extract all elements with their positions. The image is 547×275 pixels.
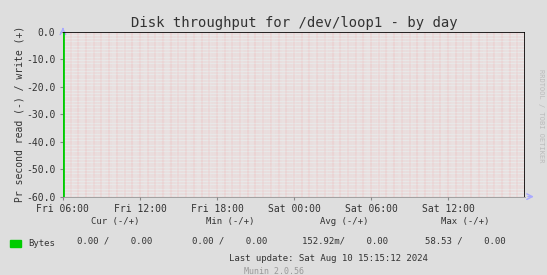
Text: Cur (-/+): Cur (-/+) bbox=[91, 217, 139, 226]
Text: 0.00 /    0.00: 0.00 / 0.00 bbox=[77, 236, 153, 245]
Text: Min (-/+): Min (-/+) bbox=[206, 217, 254, 226]
Text: 58.53 /    0.00: 58.53 / 0.00 bbox=[424, 236, 505, 245]
Text: Avg (-/+): Avg (-/+) bbox=[321, 217, 369, 226]
Text: Munin 2.0.56: Munin 2.0.56 bbox=[243, 267, 304, 275]
Legend: Bytes: Bytes bbox=[10, 240, 55, 249]
Text: Last update: Sat Aug 10 15:15:12 2024: Last update: Sat Aug 10 15:15:12 2024 bbox=[229, 254, 428, 263]
Text: 0.00 /    0.00: 0.00 / 0.00 bbox=[192, 236, 267, 245]
Text: 152.92m/    0.00: 152.92m/ 0.00 bbox=[301, 236, 388, 245]
Y-axis label: Pr second read (-) / write (+): Pr second read (-) / write (+) bbox=[15, 26, 25, 202]
Text: RRDTOOL / TOBI OETIKER: RRDTOOL / TOBI OETIKER bbox=[538, 69, 544, 162]
Title: Disk throughput for /dev/loop1 - by day: Disk throughput for /dev/loop1 - by day bbox=[131, 16, 457, 31]
Text: Max (-/+): Max (-/+) bbox=[441, 217, 489, 226]
